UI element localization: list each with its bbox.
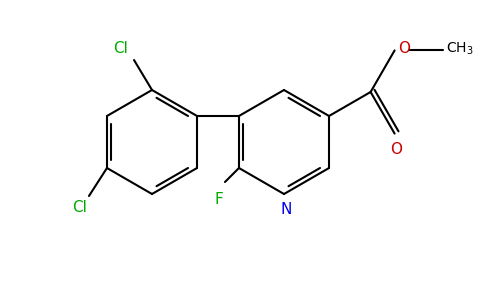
Text: N: N — [280, 202, 292, 217]
Text: Cl: Cl — [72, 200, 87, 215]
Text: F: F — [214, 192, 223, 207]
Text: Cl: Cl — [113, 41, 128, 56]
Text: CH$_3$: CH$_3$ — [446, 40, 473, 57]
Text: O: O — [399, 41, 410, 56]
Text: O: O — [391, 142, 403, 157]
